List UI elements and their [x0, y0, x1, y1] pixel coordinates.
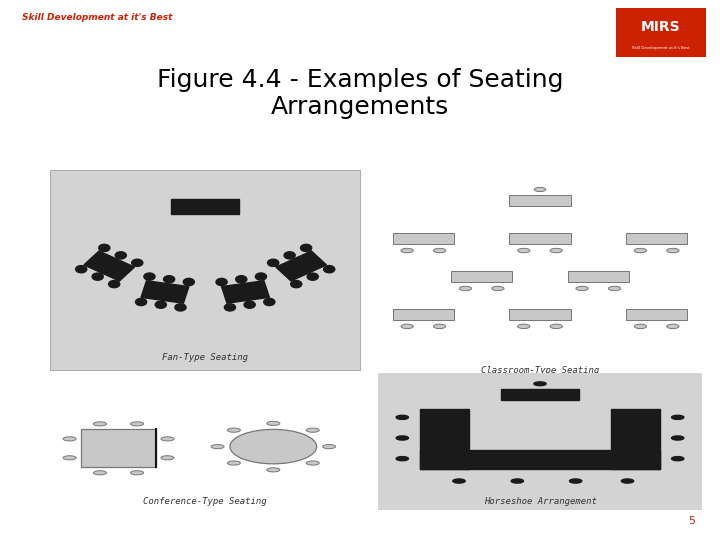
Circle shape: [300, 244, 312, 252]
Bar: [509, 233, 571, 244]
Ellipse shape: [401, 324, 413, 328]
Ellipse shape: [267, 421, 280, 426]
Ellipse shape: [672, 457, 684, 461]
Ellipse shape: [534, 382, 546, 386]
Ellipse shape: [667, 248, 679, 253]
Circle shape: [244, 301, 255, 308]
Bar: [420, 409, 469, 469]
Bar: [392, 233, 454, 244]
Ellipse shape: [570, 479, 582, 483]
Ellipse shape: [550, 324, 562, 328]
Ellipse shape: [401, 248, 413, 253]
Bar: [567, 271, 629, 282]
Circle shape: [225, 304, 235, 311]
Bar: [509, 195, 571, 206]
Circle shape: [156, 301, 166, 308]
Ellipse shape: [672, 436, 684, 440]
Circle shape: [132, 259, 143, 266]
Circle shape: [163, 276, 175, 283]
Bar: [626, 309, 688, 320]
Ellipse shape: [667, 324, 679, 328]
Circle shape: [99, 244, 110, 252]
Ellipse shape: [621, 479, 634, 483]
Ellipse shape: [672, 415, 684, 420]
Circle shape: [175, 304, 186, 311]
Circle shape: [284, 252, 295, 259]
Polygon shape: [222, 281, 269, 303]
Ellipse shape: [453, 479, 465, 483]
Polygon shape: [141, 281, 189, 303]
Ellipse shape: [634, 248, 647, 253]
Text: Classroom-Type Seating: Classroom-Type Seating: [481, 366, 599, 375]
Circle shape: [216, 279, 227, 286]
Bar: [509, 309, 571, 320]
Circle shape: [76, 266, 87, 273]
Ellipse shape: [534, 187, 546, 192]
Text: 5: 5: [688, 516, 695, 526]
Ellipse shape: [396, 436, 408, 440]
Ellipse shape: [161, 437, 174, 441]
Circle shape: [235, 276, 247, 283]
Text: Skill Development at it's Best: Skill Development at it's Best: [22, 14, 172, 23]
Ellipse shape: [518, 248, 530, 253]
Ellipse shape: [459, 286, 472, 291]
Ellipse shape: [130, 471, 143, 475]
Circle shape: [92, 273, 103, 280]
Ellipse shape: [550, 248, 562, 253]
Bar: [501, 389, 579, 400]
Circle shape: [144, 273, 155, 280]
Ellipse shape: [433, 324, 446, 328]
Ellipse shape: [576, 286, 588, 291]
Circle shape: [291, 280, 302, 288]
Ellipse shape: [130, 422, 143, 426]
Ellipse shape: [161, 456, 174, 460]
Bar: [392, 309, 454, 320]
Bar: [420, 450, 660, 469]
Ellipse shape: [228, 461, 240, 465]
Bar: [171, 199, 239, 214]
Bar: [451, 271, 513, 282]
Text: Figure 4.4 - Examples of Seating
Arrangements: Figure 4.4 - Examples of Seating Arrange…: [157, 68, 563, 119]
Bar: [81, 429, 156, 467]
Bar: [472, 407, 608, 449]
Ellipse shape: [94, 471, 107, 475]
Bar: [611, 409, 660, 469]
Ellipse shape: [63, 437, 76, 441]
Circle shape: [323, 266, 335, 273]
Circle shape: [109, 280, 120, 288]
Ellipse shape: [518, 324, 530, 328]
Ellipse shape: [63, 456, 76, 460]
Circle shape: [256, 273, 266, 280]
Text: MIRS: MIRS: [641, 19, 680, 33]
Ellipse shape: [396, 415, 408, 420]
Circle shape: [184, 279, 194, 286]
Ellipse shape: [634, 324, 647, 328]
Circle shape: [115, 252, 126, 259]
Text: Fan-Type Seating: Fan-Type Seating: [162, 353, 248, 362]
Ellipse shape: [608, 286, 621, 291]
Ellipse shape: [306, 428, 319, 432]
Ellipse shape: [228, 428, 240, 432]
Ellipse shape: [211, 444, 224, 449]
Ellipse shape: [511, 479, 523, 483]
Polygon shape: [84, 251, 135, 281]
Ellipse shape: [94, 422, 107, 426]
Text: Horseshoe Arrangement: Horseshoe Arrangement: [484, 497, 596, 506]
Ellipse shape: [267, 468, 280, 472]
Ellipse shape: [396, 457, 408, 461]
Polygon shape: [276, 251, 326, 281]
Ellipse shape: [306, 461, 319, 465]
Circle shape: [264, 299, 275, 306]
Circle shape: [135, 299, 147, 306]
Ellipse shape: [433, 248, 446, 253]
Text: Conference-Type Seating: Conference-Type Seating: [143, 497, 267, 506]
Ellipse shape: [492, 286, 504, 291]
Text: Skill Development at It's Best: Skill Development at It's Best: [631, 46, 690, 50]
Bar: [626, 233, 688, 244]
Ellipse shape: [323, 444, 336, 449]
Circle shape: [268, 259, 279, 266]
Circle shape: [307, 273, 318, 280]
Ellipse shape: [230, 429, 317, 464]
